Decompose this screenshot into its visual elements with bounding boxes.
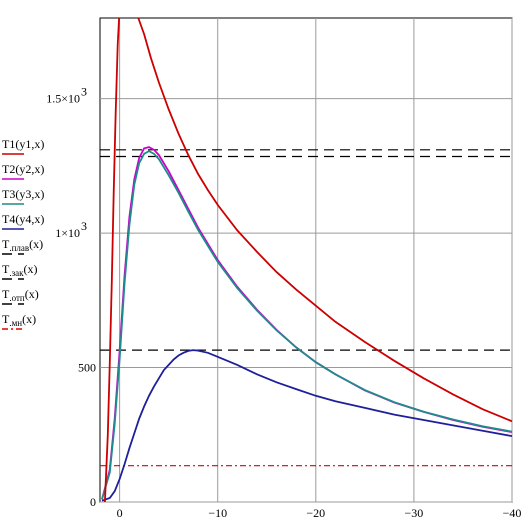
legend-label-1: T1(y1,x) bbox=[2, 137, 44, 151]
y-tick-label-2: 1×10 bbox=[55, 226, 80, 240]
legend-label-6: T.зак(x) bbox=[2, 262, 38, 278]
legend-label-5: T.плав(x) bbox=[2, 237, 43, 253]
series-line-3 bbox=[101, 150, 513, 500]
legend-label-main: T2(y2,x) bbox=[2, 162, 44, 176]
legend-label-tail: (x) bbox=[29, 237, 43, 251]
legend-label-3: T3(y3,x) bbox=[2, 187, 44, 201]
grid bbox=[100, 18, 513, 503]
x-tick-label-2: −20 bbox=[306, 506, 325, 520]
legend-label-subscript: .плав bbox=[9, 243, 29, 253]
horizontal-reference-lines bbox=[100, 149, 512, 467]
series-line-1 bbox=[137, 17, 513, 423]
legend-label-subscript: .мн bbox=[9, 318, 22, 328]
legend-label-8: T.мн(x) bbox=[2, 312, 36, 328]
legend-label-tail: (x) bbox=[25, 287, 39, 301]
legend-label-main: T bbox=[2, 312, 10, 326]
y-tick-label-1: 500 bbox=[78, 361, 96, 375]
series-group bbox=[101, 17, 513, 503]
x-tick-label-4: −40 bbox=[503, 506, 522, 520]
legend-label-subscript: .зак bbox=[9, 268, 24, 278]
series-line-4 bbox=[101, 349, 513, 502]
legend-label-tail: (x) bbox=[22, 312, 36, 326]
legend-label-main: T3(y3,x) bbox=[2, 187, 44, 201]
legend-label-main: T bbox=[2, 287, 10, 301]
legend-label-main: T4(y4,x) bbox=[2, 212, 44, 226]
y-tick-exponent-3: 3 bbox=[81, 85, 87, 99]
legend-label-4: T4(y4,x) bbox=[2, 212, 44, 226]
legend-label-tail: (x) bbox=[24, 262, 38, 276]
legend: T1(y1,x)T2(y2,x)T3(y3,x)T4(y4,x)T.плав(x… bbox=[2, 137, 44, 330]
extra-curve-1 bbox=[104, 17, 120, 503]
legend-label-2: T2(y2,x) bbox=[2, 162, 44, 176]
legend-label-main: T bbox=[2, 237, 10, 251]
y-tick-label-3: 1.5×10 bbox=[46, 92, 80, 106]
legend-label-main: T1(y1,x) bbox=[2, 137, 44, 151]
legend-label-main: T bbox=[2, 262, 10, 276]
y-tick-exponent-2: 3 bbox=[81, 219, 87, 233]
x-tick-label-1: −10 bbox=[208, 506, 227, 520]
x-axis-ticks: 0 −10 −20 −30 −40 bbox=[117, 506, 522, 520]
x-tick-label-0: 0 bbox=[117, 506, 123, 520]
x-tick-label-3: −30 bbox=[405, 506, 424, 520]
legend-label-subscript: .отп bbox=[9, 293, 25, 303]
y-tick-label-0: 0 bbox=[90, 495, 96, 509]
legend-label-7: T.отп(x) bbox=[2, 287, 39, 303]
